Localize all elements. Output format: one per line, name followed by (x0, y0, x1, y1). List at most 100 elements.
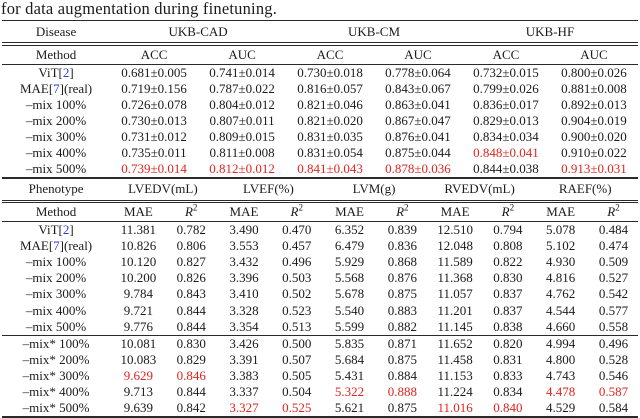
method-label-suffix: ] (69, 65, 73, 80)
value-cell: 0.910±0.022 (550, 145, 638, 161)
col-header-r2: R2 (272, 203, 321, 222)
col-header-mae: MAE (110, 203, 167, 222)
value-cell: 0.830 (483, 270, 532, 286)
value-cell: 0.844 (167, 319, 216, 336)
value-cell: 0.587 (589, 384, 638, 400)
value-cell: 9.784 (110, 286, 167, 302)
value-cell: 3.354 (216, 319, 273, 336)
value-cell: 0.843±0.067 (374, 81, 462, 97)
value-cell: 0.509 (589, 254, 638, 270)
value-cell: 0.470 (272, 222, 321, 239)
method-cell: –mix 100% (2, 254, 110, 270)
method-label-suffix: ](real) (60, 238, 92, 253)
value-cell: 5.678 (321, 286, 378, 302)
group-header-rvedv: RVEDV(mL) (427, 178, 533, 201)
value-cell: 5.684 (321, 352, 378, 368)
value-cell: 0.829 (167, 352, 216, 368)
method-cell: –mix 200% (2, 270, 110, 286)
col-header-mae: MAE (216, 203, 273, 222)
value-cell: 0.457 (272, 238, 321, 254)
col-header-r2: R2 (589, 203, 638, 222)
value-cell: 0.822 (483, 254, 532, 270)
group-header-lvm: LVM(g) (321, 178, 427, 201)
group-header-ukb-cm: UKB-CM (286, 21, 462, 43)
method-cell: –mix 300% (2, 286, 110, 302)
value-cell: 4.544 (532, 302, 589, 318)
value-cell: 5.835 (321, 335, 378, 352)
value-cell: 0.883 (378, 302, 427, 318)
value-cell: 0.484 (589, 222, 638, 239)
value-cell: 0.806 (167, 238, 216, 254)
table-caption: for data augmentation during finetuning. (0, 0, 640, 20)
col-header-mae: MAE (321, 203, 378, 222)
value-cell: 3.383 (216, 368, 273, 384)
col-header-r2: R2 (483, 203, 532, 222)
value-cell: 4.478 (532, 384, 589, 400)
value-cell: 3.328 (216, 302, 273, 318)
value-cell: 11.224 (427, 384, 484, 400)
value-cell: 0.829±0.013 (462, 113, 550, 129)
method-label: –mix* 500% (23, 400, 90, 415)
value-cell: 12.048 (427, 238, 484, 254)
value-cell: 10.826 (110, 238, 167, 254)
value-cell: 0.831 (483, 352, 532, 368)
value-cell: 0.502 (272, 286, 321, 302)
method-cell: –mix 500% (2, 319, 110, 336)
value-cell: 0.496 (589, 335, 638, 352)
value-cell: 0.558 (589, 319, 638, 336)
value-cell: 5.102 (532, 238, 589, 254)
method-column-header: Method (2, 45, 110, 64)
value-cell: 11.589 (427, 254, 484, 270)
value-cell: 11.201 (427, 302, 484, 318)
value-cell: 0.836±0.017 (462, 97, 550, 113)
value-cell: 3.432 (216, 254, 273, 270)
value-cell: 12.510 (427, 222, 484, 239)
value-cell: 9.629 (110, 368, 167, 384)
method-cell: MAE[7](real) (2, 238, 110, 254)
method-label: –mix* 400% (23, 384, 90, 399)
col-header-r2: R2 (378, 203, 427, 222)
method-label: –mix* 100% (23, 336, 90, 351)
method-cell: –mix 300% (2, 129, 110, 145)
value-cell: 4.800 (532, 352, 589, 368)
value-cell: 0.739±0.014 (110, 161, 198, 177)
value-cell: 0.892±0.013 (550, 97, 638, 113)
col-header-auc: AUC (374, 45, 462, 64)
value-cell: 3.396 (216, 270, 273, 286)
value-cell: 3.391 (216, 352, 273, 368)
value-cell: 0.820 (483, 335, 532, 352)
value-cell: 0.523 (272, 302, 321, 318)
method-label: –mix 100% (26, 254, 86, 269)
value-cell: 6.352 (321, 222, 378, 239)
group-header-ukb-hf: UKB-HF (462, 21, 638, 43)
value-cell: 0.871 (378, 335, 427, 352)
value-cell: 0.507 (272, 352, 321, 368)
method-label: –mix 400% (26, 303, 86, 318)
method-label: –mix* 200% (23, 352, 90, 367)
value-cell: 0.500 (272, 335, 321, 352)
value-cell: 0.837 (483, 302, 532, 318)
value-cell: 0.836 (378, 238, 427, 254)
value-cell: 0.741±0.014 (198, 64, 286, 81)
disease-group-header-row: Disease UKB-CAD UKB-CM UKB-HF (2, 21, 638, 43)
value-cell: 3.426 (216, 335, 273, 352)
method-cell: –mix 400% (2, 302, 110, 318)
method-cell: –mix 400% (2, 145, 110, 161)
method-cell: ViT[2] (2, 222, 110, 239)
method-label: –mix 300% (26, 286, 86, 301)
method-label: –mix 500% (26, 161, 86, 176)
method-column-header: Method (2, 203, 110, 222)
method-label: –mix 500% (26, 319, 86, 334)
method-label: –mix 200% (26, 113, 86, 128)
method-cell: –mix 500% (2, 161, 110, 177)
value-cell: 0.794 (483, 222, 532, 239)
value-cell: 0.811±0.008 (198, 145, 286, 161)
